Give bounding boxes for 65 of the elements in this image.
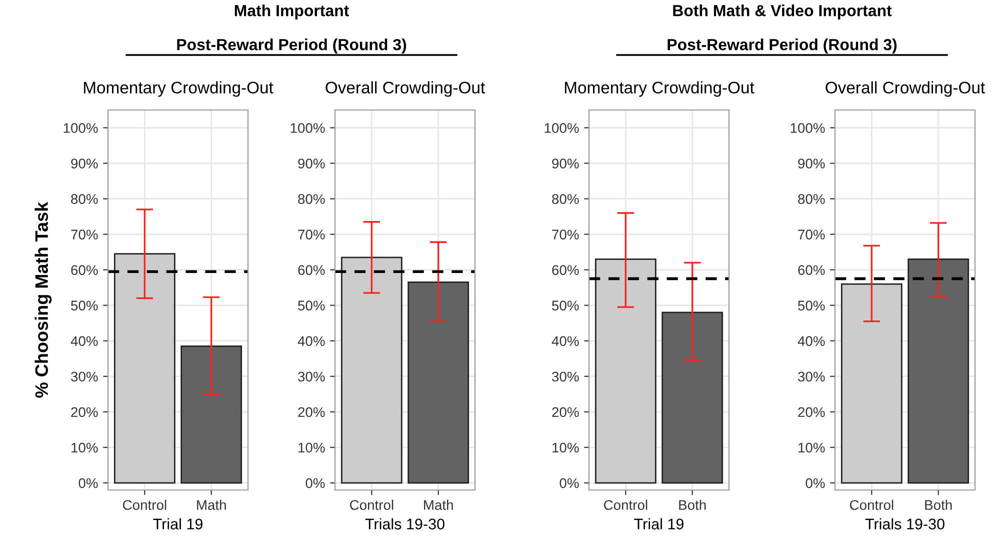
y-tick-label: 50%: [71, 300, 98, 310]
x-tick-label: Math: [197, 500, 226, 510]
chart-title: Overall Crowding-Out: [326, 81, 485, 97]
y-tick-label: 30%: [71, 372, 98, 382]
chart-title: Overall Crowding-Out: [826, 81, 985, 97]
text: Both Math & Video Important: [673, 4, 892, 20]
text: Post-Reward Period (Round 3): [177, 38, 406, 54]
y-tick-label: 90%: [71, 158, 98, 168]
y-tick-label: 20%: [798, 407, 825, 418]
y-tick-label: 40%: [798, 336, 825, 346]
y-tick-label: 80%: [552, 194, 579, 204]
y-tick-label: 0%: [306, 478, 325, 488]
y-tick-label: 60%: [298, 265, 325, 275]
x-axis-title: Trial 19: [634, 518, 684, 530]
y-tick-label: 90%: [552, 158, 579, 168]
y-tick-label: 60%: [71, 265, 98, 275]
y-tick-label: 10%: [552, 442, 579, 453]
y-tick-label: 60%: [552, 265, 579, 275]
x-tick-label: Control: [122, 500, 166, 510]
y-tick-label: 0%: [806, 478, 825, 488]
chart-title: Momentary Crowding-Out: [84, 81, 274, 97]
x-axis-title: Trials 19-30: [365, 518, 444, 530]
text: Math Important: [234, 4, 349, 20]
y-tick-label: 20%: [552, 407, 579, 418]
y-tick-label: 80%: [798, 194, 825, 204]
y-axis-title: % Choosing Math Task: [34, 202, 52, 398]
y-tick-label: 60%: [798, 265, 825, 275]
y-tick-label: 30%: [552, 372, 579, 382]
y-tick-label: 20%: [298, 407, 325, 418]
y-tick-label: 70%: [552, 230, 579, 240]
y-tick-label: 10%: [72, 442, 98, 453]
y-tick-label: 70%: [298, 230, 325, 240]
y-tick-label: 50%: [798, 300, 825, 310]
x-tick-label: Math: [424, 500, 453, 510]
y-tick-label: 100%: [790, 123, 825, 133]
y-tick-label: 70%: [798, 230, 825, 240]
text: Post-Reward Period (Round 3): [668, 38, 897, 54]
x-tick-label: Control: [350, 500, 394, 510]
y-tick-label: 90%: [298, 158, 325, 168]
x-tick-label: Both: [925, 500, 952, 510]
x-tick-label: Both: [679, 500, 706, 510]
y-tick-label: 30%: [298, 372, 325, 382]
x-tick-label: Control: [850, 500, 894, 510]
x-axis-title: Trial 19: [153, 518, 202, 530]
y-tick-label: 30%: [798, 372, 825, 382]
y-tick-label: 100%: [64, 123, 98, 133]
y-tick-label: 100%: [544, 123, 579, 133]
y-tick-label: 40%: [70, 336, 98, 346]
y-tick-label: 0%: [78, 478, 98, 488]
y-tick-label: 50%: [298, 300, 325, 310]
y-tick-label: 40%: [552, 336, 579, 346]
y-tick-label: 70%: [71, 230, 98, 240]
y-tick-label: 80%: [71, 194, 98, 204]
y-tick-label: 90%: [798, 158, 825, 168]
y-tick-label: 20%: [71, 407, 98, 418]
x-axis-title: Trials 19-30: [865, 518, 944, 530]
y-tick-label: 80%: [298, 194, 325, 204]
y-tick-label: 50%: [552, 300, 579, 310]
y-tick-label: 0%: [560, 478, 579, 488]
x-tick-label: Control: [604, 500, 648, 510]
y-tick-label: 100%: [290, 123, 325, 133]
chart-title: Momentary Crowding-Out: [564, 81, 754, 97]
y-tick-label: 10%: [798, 442, 825, 453]
y-tick-label: 10%: [298, 442, 325, 453]
y-tick-label: 40%: [298, 336, 325, 346]
